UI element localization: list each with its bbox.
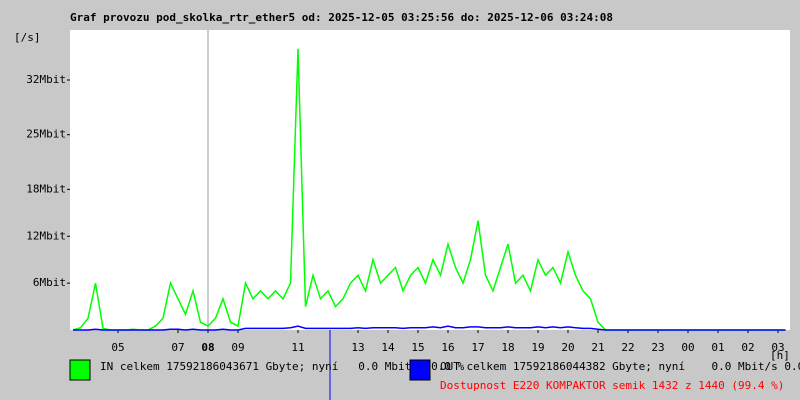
x-tick-label: 16 [441, 341, 454, 354]
legend-swatch [69, 359, 91, 381]
y-tick-label: 18Mbit [26, 182, 66, 195]
x-tick-label: 19 [531, 341, 544, 354]
series-line [73, 325, 786, 331]
y-tick-label: 6Mbit [33, 276, 66, 289]
x-tick-label: 03 [771, 341, 784, 354]
x-tick-label: 23 [651, 341, 664, 354]
legend-label: IN celkem 17592186043671 Gbyte; nyní 0.0… [100, 360, 465, 373]
plot-area [70, 30, 790, 330]
x-tick-label: 08 [201, 341, 214, 354]
x-unit: [h] [770, 349, 790, 362]
x-tick-label: 20 [561, 341, 574, 354]
y-tick-label: 25Mbit [26, 128, 66, 141]
x-tick-label: 07 [171, 341, 184, 354]
x-tick-label: 11 [291, 341, 304, 354]
x-tick-label: 22 [621, 341, 634, 354]
x-tick-label: 13 [351, 341, 364, 354]
x-tick-label: 09 [231, 341, 244, 354]
x-tick-label: 14 [381, 341, 395, 354]
legend-label: OUT celkem 17592186044382 Gbyte; nyní 0.… [440, 360, 800, 373]
x-tick-label: 18 [501, 341, 514, 354]
availability: Dostupnost E220 KOMPAKTOR semik 1432 z 1… [440, 379, 784, 392]
chart-title: Graf provozu pod_skolka_rtr_ether5 od: 2… [70, 11, 613, 24]
x-tick-label: 02 [741, 341, 754, 354]
y-tick-label: 12Mbit [26, 229, 66, 242]
y-tick-label: 32Mbit [26, 73, 66, 86]
x-tick-label: 17 [471, 341, 484, 354]
y-unit: [/s] [14, 31, 41, 44]
x-tick-label: 15 [411, 341, 424, 354]
x-tick-label: 00 [681, 341, 694, 354]
legend-swatch [409, 359, 431, 381]
x-tick-label: 01 [711, 341, 724, 354]
x-tick-label: 21 [591, 341, 604, 354]
x-tick-label: 05 [111, 341, 124, 354]
